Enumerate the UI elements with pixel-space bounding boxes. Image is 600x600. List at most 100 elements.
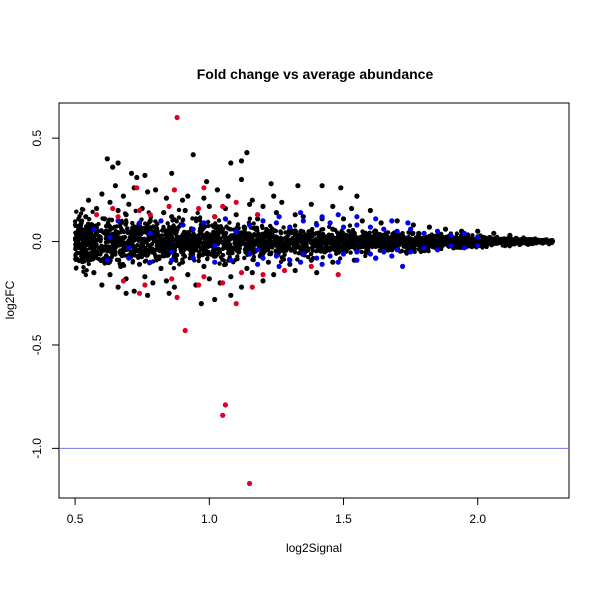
data-point [124,220,129,225]
data-point [211,254,217,259]
data-point [119,220,125,225]
data-point-black [142,274,148,280]
data-point-black [201,263,207,269]
data-point-black [349,205,355,212]
data-point-black [171,284,177,290]
data-point [120,228,126,234]
data-point-black [85,257,92,263]
data-point-red [255,212,261,218]
data-point [366,237,371,243]
data-point [227,235,232,240]
data-point-black [171,253,177,259]
data-point [117,235,122,240]
data-point-black [128,170,135,176]
data-point-black [308,257,314,263]
data-point-black [198,301,204,307]
data-point [390,245,395,251]
data-point-blue [247,251,253,257]
data-point [224,239,229,245]
data-point-black [134,174,140,181]
data-point-black [386,245,392,251]
data-point [262,238,267,243]
data-point-red [171,187,177,193]
data-point-blue [461,230,467,236]
data-point [191,236,197,241]
data-point-black [163,195,169,201]
data-point-blue [104,257,110,263]
data-point [109,217,114,222]
data-point [267,237,273,242]
data-point-red [220,280,226,286]
data-point [347,238,352,244]
data-point [198,229,203,234]
data-point [94,237,100,243]
data-point-black [150,280,156,286]
data-point-black [94,205,100,212]
data-point-black [319,183,325,189]
data-point [360,229,365,234]
data-point [327,224,332,229]
data-point-black [330,259,336,265]
data-point [292,245,298,250]
data-point [146,251,151,256]
data-point [171,242,176,248]
series-blue [91,210,481,269]
data-point-red [174,294,180,300]
data-point [214,230,219,235]
x-axis: 0.5 1.0 1.5 2.0 [67,497,486,526]
data-point-black [179,259,186,265]
data-point-black [126,239,132,245]
data-point-black [340,234,347,240]
data-point-red [222,402,228,408]
data-point [355,242,360,247]
data-point [136,235,142,240]
data-point-black [351,230,357,236]
data-point [86,261,92,267]
data-point [139,254,144,260]
data-point-blue [126,245,132,251]
data-point-red [247,480,253,487]
data-point-blue [115,218,121,224]
data-point [88,244,93,249]
data-point-blue [354,249,360,255]
data-point [439,246,444,252]
data-point [182,230,187,235]
data-point [318,249,324,254]
data-point-black [206,276,212,282]
data-point [433,242,438,248]
data-point-black [115,284,121,290]
data-point-blue [389,253,395,259]
data-point [347,233,352,238]
data-point-black [523,236,529,243]
y-tick-label: -1.0 [30,438,44,459]
data-point-blue [260,218,266,224]
data-point [487,236,493,241]
data-point-blue [276,263,282,269]
data-point [123,253,128,258]
data-point-black [185,272,191,278]
data-point [310,248,315,253]
data-point [238,232,244,237]
data-point [195,210,200,216]
data-point-black [158,265,164,271]
data-point [310,245,315,250]
data-point-blue [300,218,306,224]
data-point-blue [222,216,228,222]
data-point [73,246,78,252]
data-point-black [394,232,400,238]
data-point-black [91,270,97,276]
data-point [99,228,104,233]
data-point-black [123,290,129,296]
data-point [164,241,169,246]
data-point [76,228,81,233]
data-point [140,244,146,249]
data-point [307,235,313,240]
data-point [266,244,271,249]
data-point-black [128,251,135,257]
data-point [283,235,288,241]
data-point [84,268,89,273]
data-point-black [228,292,234,298]
data-point-blue [107,234,113,240]
data-point-red [249,284,255,290]
data-point-black [228,274,234,280]
